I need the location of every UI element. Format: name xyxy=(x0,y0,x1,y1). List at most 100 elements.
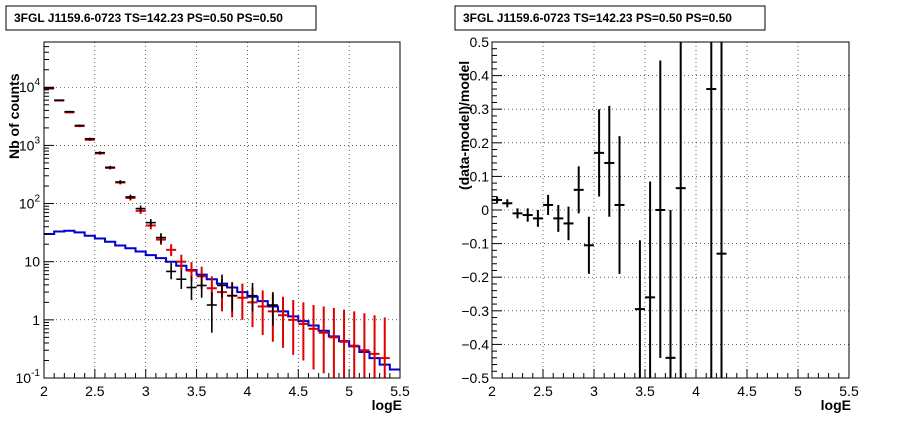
plot-frame xyxy=(43,41,401,379)
y-tick-label: −0.4 xyxy=(461,336,489,352)
x-tick-label: 2.5 xyxy=(533,383,553,399)
model-point xyxy=(328,307,339,378)
residual-point xyxy=(583,216,594,274)
x-axis-title: logE xyxy=(821,397,851,413)
residual-point xyxy=(532,210,543,227)
grid-lines xyxy=(492,42,849,378)
model-point xyxy=(318,306,329,374)
y-tick-label: 103 xyxy=(19,135,41,153)
residual-point xyxy=(675,42,686,378)
residual-point xyxy=(634,240,645,378)
counts-spectrum-panel: 3FGL J1159.6-0723 TS=142.23 PS=0.50 PS=0… xyxy=(5,5,410,413)
model-point xyxy=(359,313,370,378)
y-tick-label: 10 xyxy=(24,254,40,270)
y-tick-label: 0.5 xyxy=(470,34,490,50)
y-tick-label: −0.3 xyxy=(461,303,489,319)
residual-point xyxy=(655,60,666,358)
y-axis-title: Nb of counts xyxy=(6,73,22,159)
x-tick-label: 5 xyxy=(345,383,353,399)
y-axis-title: (data-model)/model xyxy=(456,61,472,190)
data-point xyxy=(155,233,166,243)
y-tick-label: −0.1 xyxy=(461,236,489,252)
x-tick-label: 4 xyxy=(244,383,252,399)
data-point xyxy=(247,283,258,312)
plot-series xyxy=(492,42,727,378)
x-tick-label: 5.5 xyxy=(839,383,859,399)
x-tick-label: 5 xyxy=(794,383,802,399)
y-tick-label: 0.4 xyxy=(470,68,490,84)
x-tick-label: 3.5 xyxy=(187,383,207,399)
residual-point xyxy=(492,196,503,204)
data-point xyxy=(267,292,278,326)
x-axis-title: logE xyxy=(372,397,402,413)
axis-ticks: 2 2.5 3 3.5 4 4.5 5 5.5 10-1 1 10 102 103 104 xyxy=(16,46,410,399)
data-point xyxy=(94,151,105,155)
residual-point xyxy=(604,105,615,217)
residual-point xyxy=(645,181,656,378)
plot-series xyxy=(44,87,400,378)
data-point xyxy=(176,269,187,289)
y-tick-label: 0.2 xyxy=(470,135,490,151)
data-point xyxy=(84,137,95,140)
model-point xyxy=(237,283,248,320)
plot-frame xyxy=(491,41,850,379)
residual-point xyxy=(573,166,584,214)
grid-lines xyxy=(44,42,400,378)
axis-ticks: 2 2.5 3 3.5 4 4.5 5 5.5 −0.5 −0.4 −0.3 −0.2 −0.1 0 0.1… xyxy=(461,34,859,399)
data-point xyxy=(145,219,156,227)
y-tick-label: 104 xyxy=(19,77,41,95)
data-point xyxy=(64,110,75,113)
x-tick-label: 2 xyxy=(40,383,48,399)
chart-title: 3FGL J1159.6-0723 TS=142.23 PS=0.50 PS=0… xyxy=(14,11,283,25)
residual-point xyxy=(706,42,717,378)
residual-point xyxy=(502,199,513,208)
model-point xyxy=(257,290,268,335)
model-point xyxy=(278,296,289,348)
x-tick-label: 4 xyxy=(692,383,700,399)
model-point xyxy=(369,315,380,378)
y-tick-label: 102 xyxy=(19,194,41,212)
data-point xyxy=(125,194,136,200)
data-point xyxy=(186,276,197,300)
model-point xyxy=(349,311,360,378)
x-tick-label: 4.5 xyxy=(737,383,757,399)
x-tick-label: 5.5 xyxy=(390,383,410,399)
data-point xyxy=(166,262,177,280)
y-tick-label: 0.3 xyxy=(470,101,490,117)
residual-point xyxy=(522,208,533,222)
chart-title-box xyxy=(454,5,766,31)
x-tick-label: 2.5 xyxy=(85,383,105,399)
model-point xyxy=(379,317,390,378)
model-point xyxy=(166,244,177,257)
model-point xyxy=(288,299,299,355)
residual-point xyxy=(614,136,625,274)
chart-title-box xyxy=(5,5,317,31)
y-tick-label: −0.5 xyxy=(461,370,489,386)
data-point xyxy=(105,165,116,169)
x-tick-label: 4.5 xyxy=(289,383,309,399)
y-tick-label: 0 xyxy=(481,202,489,218)
residual-point xyxy=(553,204,564,232)
y-tick-label: 1 xyxy=(32,312,40,328)
model-point xyxy=(339,309,350,378)
data-point xyxy=(227,283,238,312)
data-point xyxy=(115,180,126,184)
data-point xyxy=(135,205,146,212)
x-tick-label: 3 xyxy=(590,383,598,399)
chart-title: 3FGL J1159.6-0723 TS=142.23 PS=0.50 PS=0… xyxy=(463,11,732,25)
model-point xyxy=(308,305,319,370)
data-point xyxy=(74,124,85,127)
data-point xyxy=(196,274,207,298)
x-tick-label: 3.5 xyxy=(635,383,655,399)
data-point xyxy=(217,274,227,298)
residual-point xyxy=(512,208,523,219)
data-point xyxy=(206,292,217,333)
data-point xyxy=(54,99,65,101)
y-tick-label: −0.2 xyxy=(461,269,489,285)
residual-point xyxy=(665,210,676,378)
y-tick-label: 0.1 xyxy=(470,168,490,184)
residual-point xyxy=(543,194,554,216)
y-tick-label: 10-1 xyxy=(16,368,41,386)
residual-point xyxy=(716,42,727,378)
